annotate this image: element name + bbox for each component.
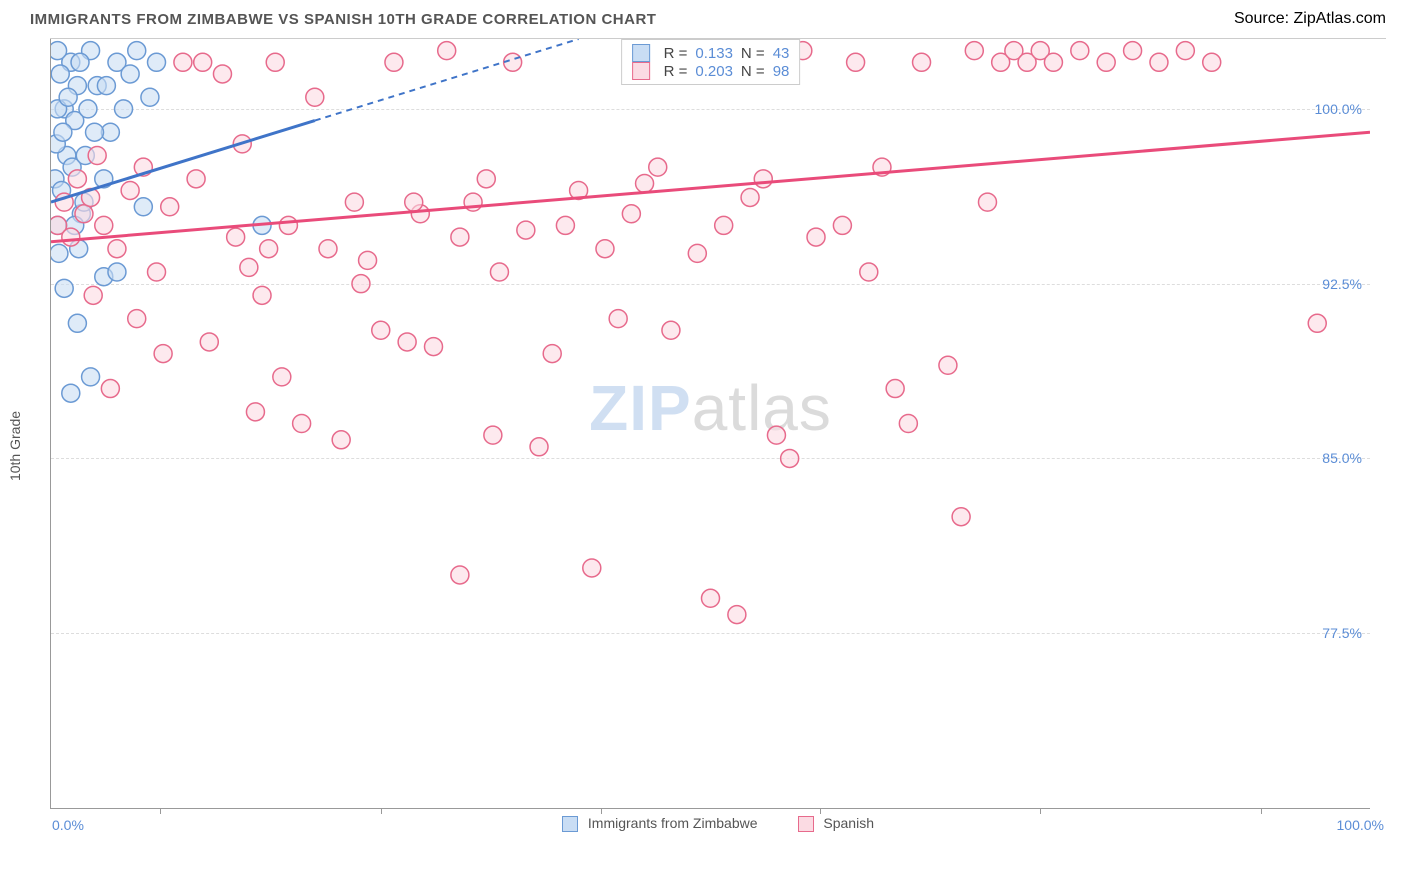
source-name: ZipAtlas.com xyxy=(1294,10,1386,27)
r-label: R = xyxy=(664,63,688,80)
x-max-label: 100.0% xyxy=(1337,817,1384,833)
n-value-spanish: 98 xyxy=(773,63,790,80)
swatch-spanish xyxy=(632,62,650,80)
stats-row-zimbabwe: R = 0.133 N = 43 xyxy=(632,44,790,62)
legend-label-spanish: Spanish xyxy=(823,815,874,831)
r-value-spanish: 0.203 xyxy=(695,63,733,80)
n-label: N = xyxy=(741,45,765,62)
source-prefix: Source: xyxy=(1234,10,1294,27)
chart-title: IMMIGRANTS FROM ZIMBABWE VS SPANISH 10TH… xyxy=(30,11,656,28)
n-label: N = xyxy=(741,63,765,80)
source: Source: ZipAtlas.com xyxy=(1234,10,1386,28)
plot-svg xyxy=(51,39,1370,808)
x-min-label: 0.0% xyxy=(52,817,84,833)
legend-item-spanish: Spanish xyxy=(798,815,874,832)
swatch-spanish-icon xyxy=(798,816,814,832)
series-legend: Immigrants from Zimbabwe Spanish xyxy=(50,815,1386,832)
legend-label-zimbabwe: Immigrants from Zimbabwe xyxy=(588,815,758,831)
stats-legend: R = 0.133 N = 43 R = 0.203 N = 98 xyxy=(621,39,801,85)
n-value-zimbabwe: 43 xyxy=(773,45,790,62)
r-value-zimbabwe: 0.133 xyxy=(695,45,733,62)
y-axis-label: 10th Grade xyxy=(7,411,23,481)
legend-item-zimbabwe: Immigrants from Zimbabwe xyxy=(562,815,757,832)
r-label: R = xyxy=(664,45,688,62)
swatch-zimbabwe-icon xyxy=(562,816,578,832)
swatch-zimbabwe xyxy=(632,44,650,62)
scatter-plot: ZIPatlas R = 0.133 N = 43 R = 0.203 N = … xyxy=(50,39,1370,809)
stats-row-spanish: R = 0.203 N = 98 xyxy=(632,62,790,80)
